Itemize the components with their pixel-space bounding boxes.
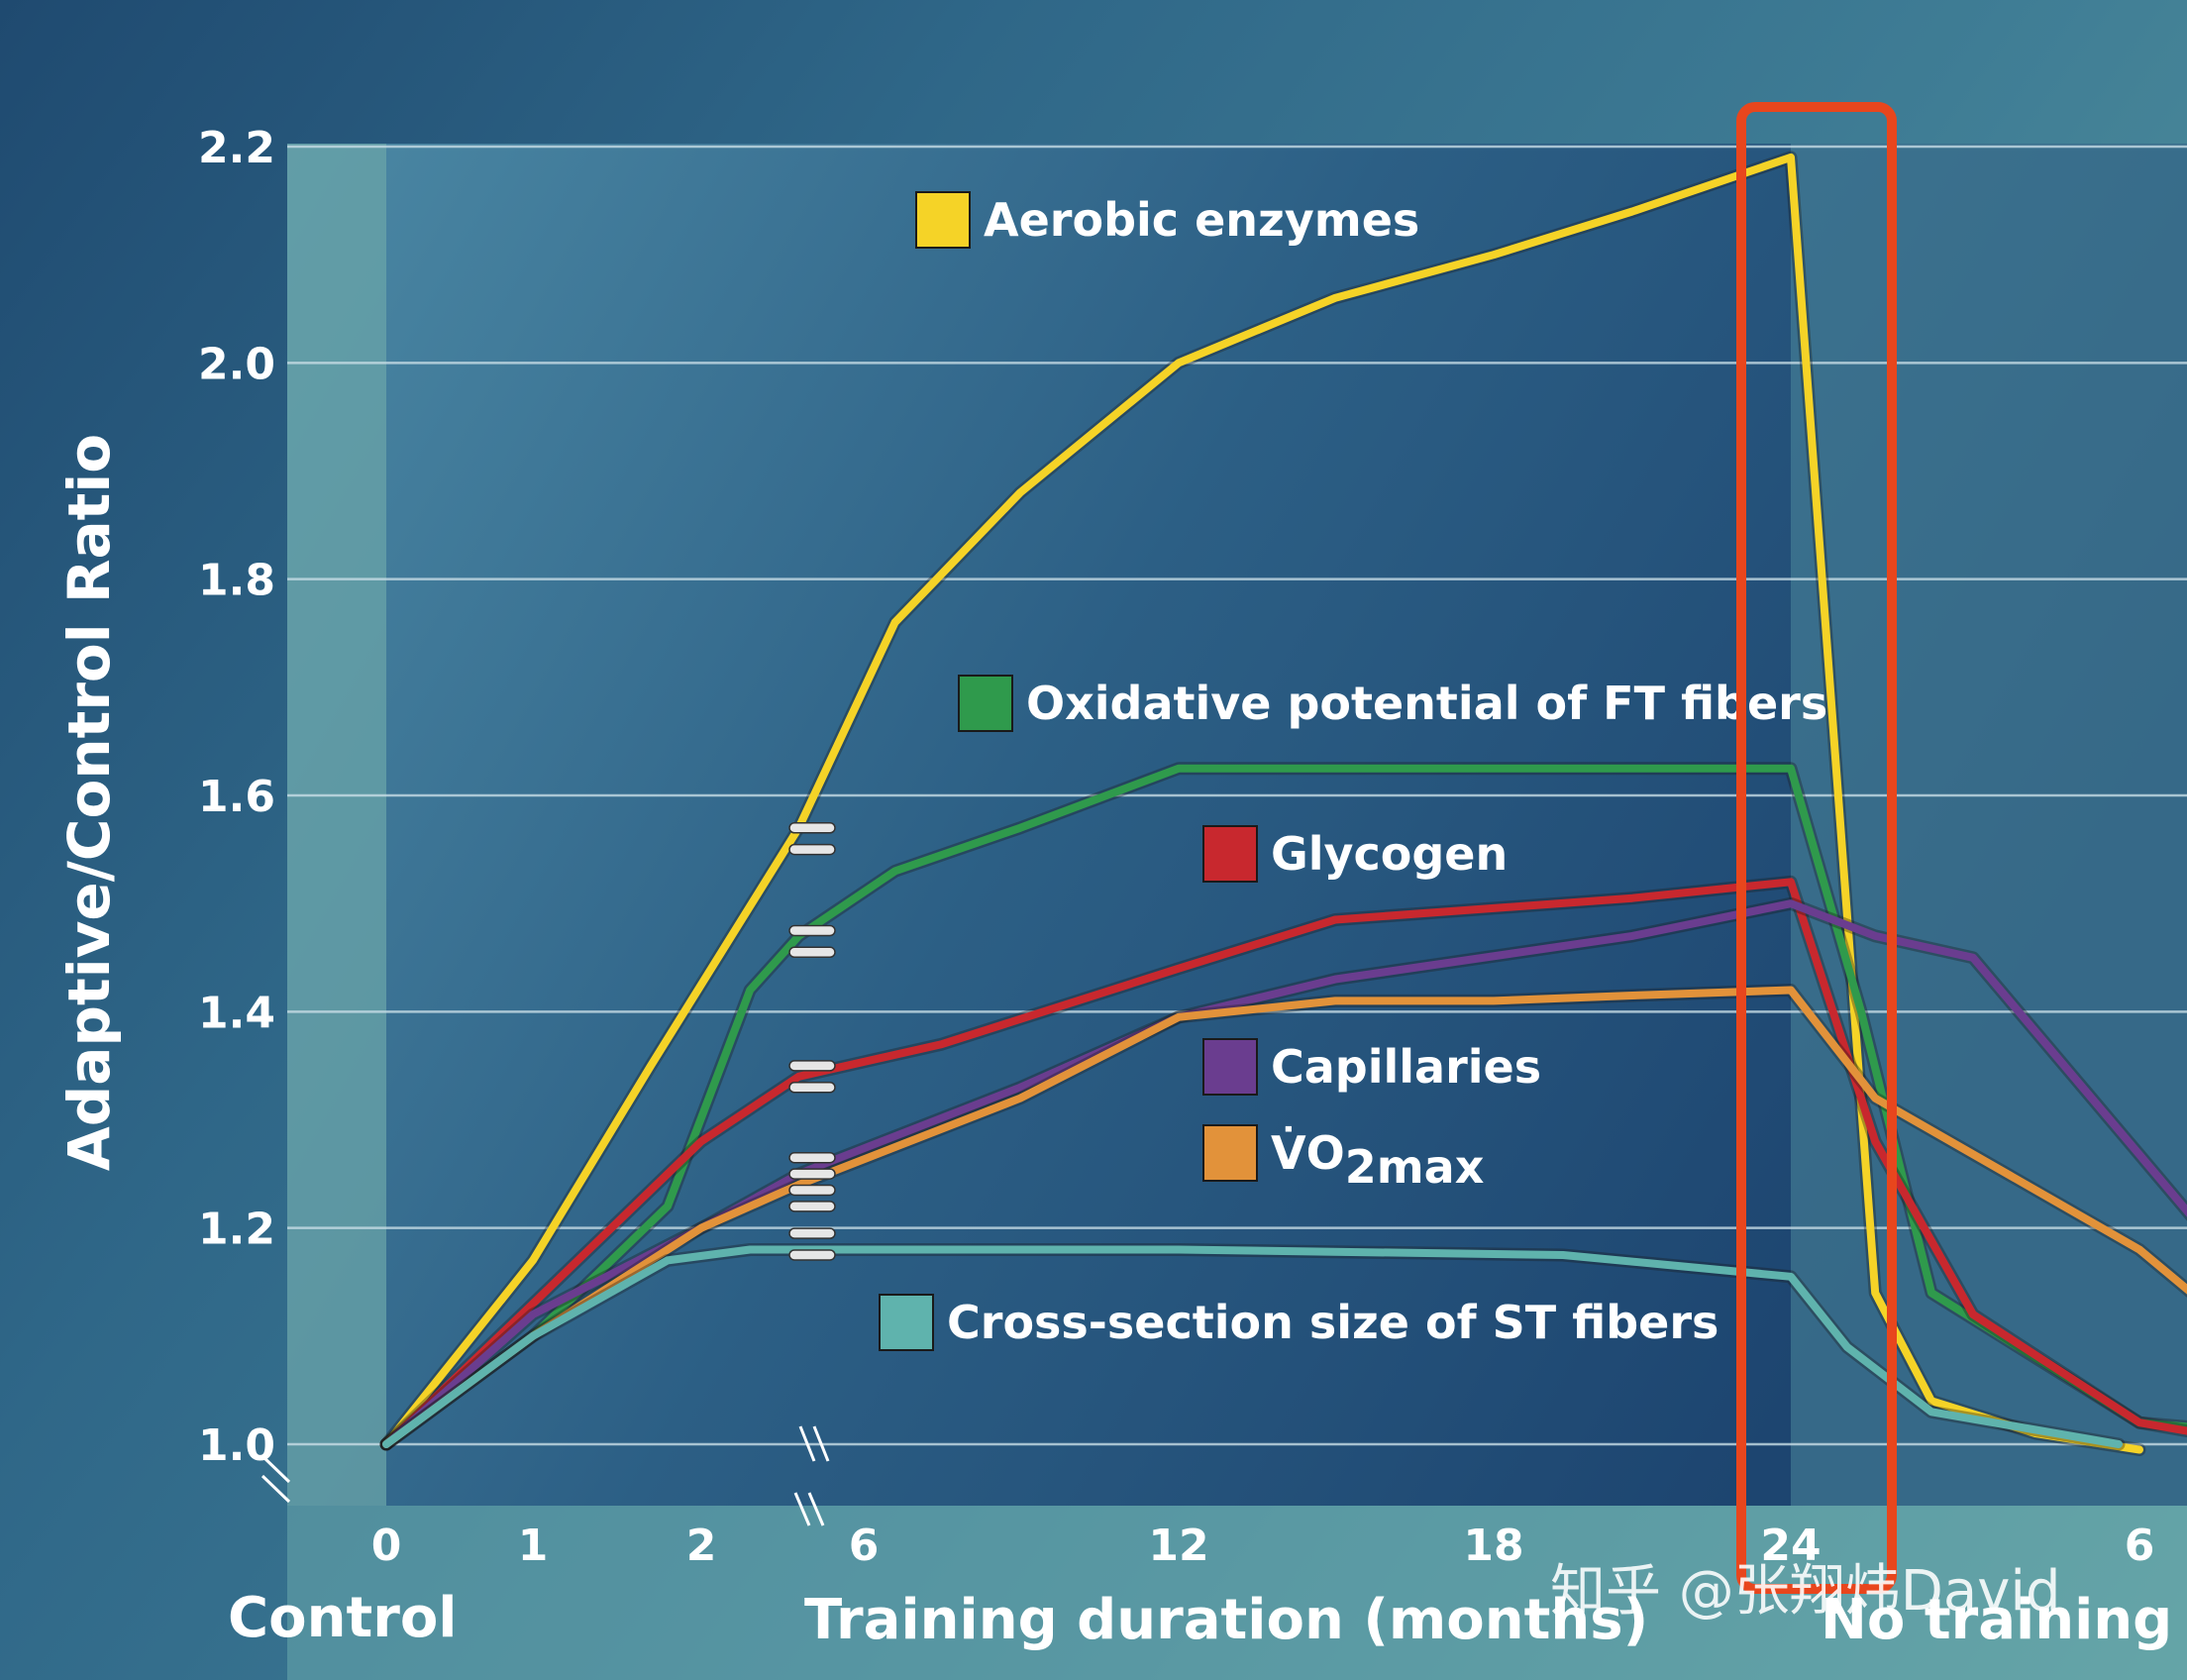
x-tick-label: 18 [1463,1521,1523,1571]
axis-break-mark [798,1425,816,1462]
legend-swatch [915,191,971,249]
section-label-detraining: No training [1821,1588,2172,1652]
legend-label: Oxidative potential of FT fibers [1026,677,1827,730]
x-tick-labels: 0 1 2 6 12 18 24 6 [371,1521,2155,1571]
legend-swatch [879,1294,934,1351]
watermark: 知乎 @张翔炜David [1550,1559,2060,1624]
axis-break-marks [260,1425,830,1526]
y-axis-label: Adaptive/Control Ratio [55,434,123,1171]
control-band [287,144,386,1506]
axis-break-mark [793,1492,811,1526]
legend-label: Cross-section size of ST fibers [947,1296,1718,1349]
legend-label: Capillaries [1271,1040,1541,1094]
break-marker [788,1151,836,1164]
break-marker [788,1184,836,1197]
break-marker [788,843,836,856]
x-tick-label: 24 [1760,1521,1821,1571]
y-tick-label: 2.0 [198,339,275,389]
x-tick-label: 2 [686,1521,717,1571]
section-label-control: Control [228,1586,458,1650]
series-line [382,153,2143,1454]
break-marker [788,1082,836,1094]
axis-break-mark [260,1474,291,1504]
y-tick-label: 1.6 [198,772,275,822]
break-marker [788,1249,836,1261]
y-tick-label: 1.4 [198,988,275,1038]
axis-break-mark [812,1425,830,1462]
legend: Aerobic enzymes Oxidative potential of FT… [879,191,1827,1351]
break-marker [788,946,836,959]
legend-label: Aerobic enzymes [984,193,1419,247]
legend-swatch [1202,825,1258,883]
series-line [382,986,2187,1448]
x-tick-label: 1 [518,1521,549,1571]
series-line [382,878,2187,1448]
axis-break-mark [260,1454,291,1484]
break-marker [788,822,836,834]
y-tick-label: 1.8 [198,556,275,606]
y-tick-label: 1.2 [198,1205,275,1255]
series-line [382,1245,2123,1448]
highlight-box [1736,102,1897,1594]
break-marker [788,1060,836,1072]
x-axis-title: Training duration (months) [804,1588,1648,1652]
break-marker [788,924,836,937]
y-tick-label: 1.0 [198,1420,275,1471]
x-tick-label: 12 [1148,1521,1208,1571]
break-marker [788,1168,836,1180]
x-tick-label: 0 [371,1521,402,1571]
y-tick-label: 2.2 [198,123,275,173]
legend-swatch [1202,1038,1258,1096]
detraining-band [1791,144,2187,1506]
legend-swatch [958,675,1013,732]
break-marker [788,1227,836,1239]
axis-break-mark [807,1492,825,1526]
x-tick-label: 6 [849,1521,880,1571]
y-tick-labels: 1.0 1.2 1.4 1.6 1.8 2.0 2.2 [198,123,275,1471]
legend-label: Glycogen [1271,827,1508,881]
x-tick-label: 6 [2125,1521,2155,1571]
legend-swatch [1202,1124,1258,1182]
break-marker [788,1201,836,1212]
